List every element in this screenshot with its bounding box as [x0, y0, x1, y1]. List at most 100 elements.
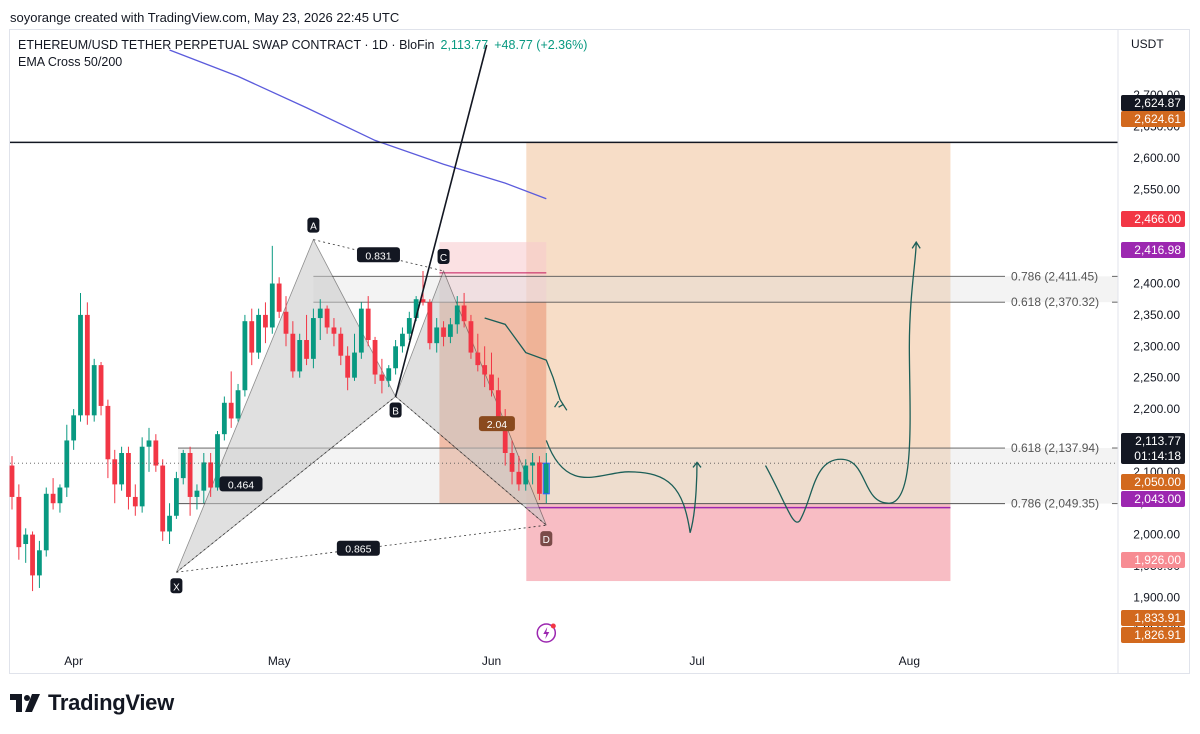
price-tag [1121, 242, 1185, 258]
ratio-label: 2.04 [487, 419, 508, 431]
pattern-point-badge [437, 248, 450, 264]
ratio-label: 0.831 [365, 250, 391, 262]
stop-zone [526, 503, 951, 582]
price-tag-label: 1,826.91 [1134, 628, 1181, 642]
price-tag [1121, 552, 1185, 568]
candle-body [146, 440, 152, 447]
candle-body [98, 365, 104, 406]
chart-credit: soyorange created with TradingView.com, … [10, 10, 400, 25]
candle-body [208, 462, 214, 488]
price-tick: 2,600.00 [1133, 151, 1180, 165]
time-tick: May [268, 654, 291, 668]
candle-body [358, 308, 364, 353]
candle-body [441, 327, 446, 337]
price-tick: 1,900.00 [1133, 590, 1180, 604]
tradingview-logo-icon [10, 694, 40, 712]
candle-body [448, 324, 453, 337]
target-zone [526, 142, 951, 504]
candle-body [516, 471, 522, 485]
time-tick: Jun [482, 654, 501, 668]
fib-label: 0.618 (2,137.94) [1011, 441, 1099, 455]
candle-body [338, 333, 344, 356]
price-tag-label: 1,926.00 [1134, 553, 1181, 567]
candle-body [16, 496, 22, 548]
candle-body [393, 346, 398, 369]
candle-body [112, 459, 118, 485]
pattern-ratio-line [395, 396, 547, 526]
pattern-point-badge [307, 217, 320, 233]
last-price: 2,113.77 [440, 38, 489, 52]
projection-arrow-up [692, 461, 702, 468]
candle-body [194, 490, 200, 497]
candle-body [91, 365, 97, 416]
candle-body [139, 446, 145, 507]
candle-body [345, 355, 351, 378]
candle-body [311, 318, 316, 359]
candle-body [434, 327, 440, 344]
price-tag [1121, 211, 1185, 227]
price-tick: 2,250.00 [1133, 371, 1180, 385]
candle-body [167, 515, 172, 532]
price-tick: 2,400.00 [1133, 277, 1180, 291]
price-tick: 2,300.00 [1133, 339, 1180, 353]
price-tag-label: 2,416.98 [1134, 243, 1181, 257]
lightning-bolt [543, 627, 550, 639]
projection-path-early [484, 317, 568, 411]
candle-body [324, 308, 330, 328]
price-tag [1121, 627, 1185, 643]
candle-body [187, 453, 193, 497]
currency-label[interactable]: USDT [1131, 37, 1164, 51]
lightning-dot [550, 623, 556, 629]
pattern-point-label-a: A [310, 222, 317, 233]
time-tick: Apr [64, 654, 83, 668]
candle-body [475, 352, 481, 366]
candle-body [290, 333, 296, 372]
candle-body [269, 283, 275, 328]
candle-body [386, 368, 392, 381]
candle-body [105, 405, 111, 460]
ratio-badge [356, 247, 400, 263]
pattern-point-badge [540, 531, 553, 547]
time-tick: Jul [689, 654, 704, 668]
projection-arrow-target [911, 240, 921, 249]
price-tag-label: 2,624.87 [1134, 96, 1181, 110]
chart-frame [9, 29, 1190, 674]
candle-body [174, 478, 179, 516]
ratio-badge [219, 476, 263, 492]
candle-body [57, 487, 63, 504]
candle-body [537, 462, 542, 494]
ratio-badge [336, 540, 380, 556]
price-change: +48.77 (+2.36%) [494, 38, 588, 52]
indicator-legend[interactable]: EMA Cross 50/200 [18, 55, 123, 69]
candle-body [317, 308, 323, 319]
candle-body [9, 465, 15, 497]
price-tag [1121, 111, 1185, 127]
candle-body [331, 327, 337, 334]
candle-body [468, 321, 474, 353]
price-tag-label: 2,043.00 [1134, 492, 1181, 506]
candle-body [482, 365, 488, 375]
brand-name: TradingView [48, 690, 174, 715]
candle-body [400, 333, 405, 347]
symbol-legend[interactable]: ETHEREUM/USD TETHER PERPETUAL SWAP CONTR… [18, 38, 587, 52]
symbol-name: ETHEREUM/USD TETHER PERPETUAL SWAP CONTR… [18, 38, 435, 52]
candle-body [379, 374, 385, 381]
bcd-triangle [395, 269, 547, 526]
fib-label: 0.618 (2,370.32) [1011, 295, 1099, 309]
fib-label: 0.786 (2,411.45) [1011, 269, 1098, 283]
candle-body [249, 321, 255, 353]
candle-body [126, 453, 131, 497]
price-tag-label: 2,624.61 [1134, 112, 1181, 126]
price-tick: 2,000.00 [1133, 528, 1180, 542]
projection-path-late [764, 242, 917, 523]
tradingview-logo[interactable]: TradingView [10, 690, 174, 716]
pattern-point-badge [389, 402, 402, 418]
candle-body [50, 493, 56, 504]
price-tag [1121, 474, 1185, 490]
candle-body [180, 453, 186, 479]
candle-body [543, 463, 549, 494]
fib-band-lower [178, 448, 1118, 504]
candle-body [23, 534, 29, 545]
candle-body [352, 352, 357, 378]
